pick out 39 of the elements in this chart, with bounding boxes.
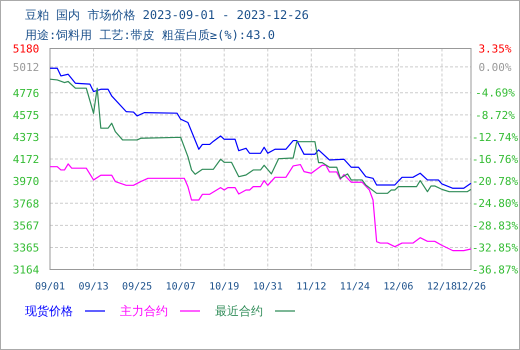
line-series — [49, 163, 472, 252]
y2-tick-label: -24.80% — [472, 197, 519, 210]
y-tick-label: 3365 — [12, 241, 40, 254]
x-tick-label: 12/26 — [456, 282, 486, 292]
legend-label: 最近合约 — [215, 304, 263, 318]
x-tick-label: 11/24 — [340, 282, 370, 292]
x-tick-label: 12/18 — [426, 282, 458, 292]
y2-tick-label: 3.35% — [478, 42, 512, 56]
y-tick-label: 3567 — [12, 219, 40, 232]
y-tick-label: 5180 — [12, 42, 40, 56]
y2-tick-label: 0.00% — [478, 60, 512, 74]
x-tick-label: 11/12 — [296, 282, 326, 292]
y2-tick-label: -16.76% — [472, 153, 519, 166]
y2-tick-label: -12.74% — [472, 130, 519, 144]
y2-tick-label: -20.78% — [472, 175, 519, 188]
y-tick-label: 3970 — [12, 175, 40, 188]
x-tick-label: 10/19 — [209, 282, 240, 292]
chart-subtitle: 用途:饲料用 工艺:带皮 粗蛋白质≥(%):43.0 — [25, 28, 275, 42]
chart-title: 豆粕 国内 市场价格 2023-09-01 - 2023-12-26 — [25, 8, 309, 22]
y2-tick-label: -32.85% — [472, 241, 519, 254]
y-tick-label: 4373 — [12, 130, 40, 144]
y-tick-label: 3768 — [12, 197, 40, 210]
y-tick-label: 4575 — [12, 108, 40, 122]
y2-tick-label: -36.87% — [472, 264, 519, 276]
x-tick-label: 10/31 — [252, 282, 283, 292]
legend-label: 现货价格 — [25, 304, 73, 318]
y-tick-label: 4172 — [12, 153, 40, 166]
x-tick-label: 12/06 — [383, 282, 414, 292]
x-tick-label: 09/13 — [78, 282, 109, 292]
x-tick-label: 09/25 — [122, 282, 152, 292]
y-tick-label: 3164 — [12, 264, 40, 276]
x-tick-label: 10/07 — [166, 282, 196, 292]
y2-tick-label: -4.69% — [475, 86, 516, 100]
y-tick-label: 4776 — [12, 86, 40, 100]
legend-label: 主力合约 — [120, 304, 168, 318]
y-tick-label: 5012 — [12, 60, 40, 74]
y2-tick-label: -28.83% — [472, 219, 519, 232]
x-tick-label: 09/01 — [34, 282, 66, 292]
y2-tick-label: -8.72% — [475, 108, 516, 122]
